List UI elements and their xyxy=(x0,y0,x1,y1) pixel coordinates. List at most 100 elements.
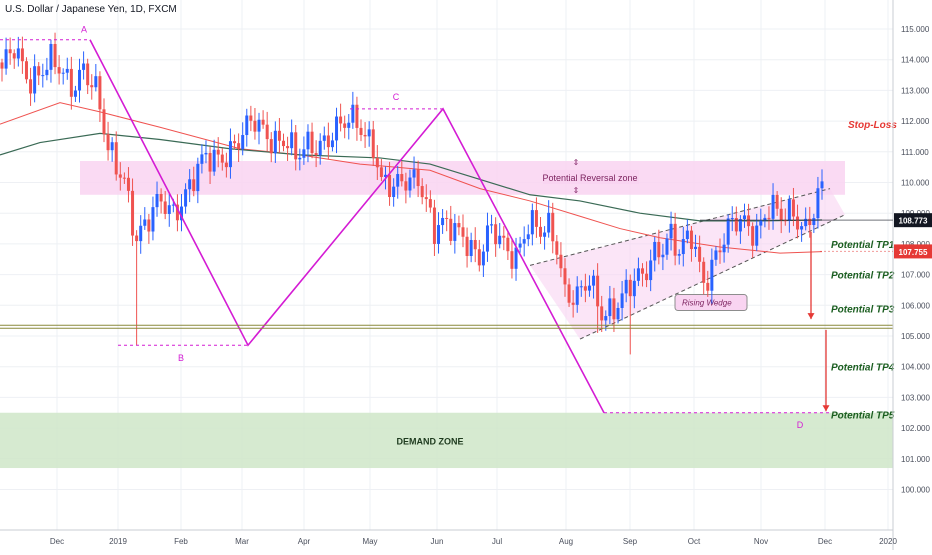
price-badge-label: 107.755 xyxy=(899,248,928,257)
candle xyxy=(351,104,355,123)
candle xyxy=(661,254,665,258)
candle xyxy=(469,240,473,256)
candle xyxy=(579,286,583,288)
candle xyxy=(57,67,61,74)
candle xyxy=(49,43,53,70)
candle xyxy=(530,210,534,235)
candle xyxy=(763,217,767,221)
candle xyxy=(653,241,657,261)
candle xyxy=(408,177,412,191)
x-tick-label: Feb xyxy=(174,537,188,546)
candle xyxy=(698,246,702,262)
candle xyxy=(400,174,404,182)
candle xyxy=(392,186,396,198)
candle xyxy=(543,232,547,237)
candle xyxy=(290,132,294,149)
candle xyxy=(783,220,787,222)
candle xyxy=(804,218,808,227)
candle xyxy=(396,174,400,187)
candle xyxy=(8,49,12,54)
candle xyxy=(747,215,751,227)
candle xyxy=(722,244,726,253)
candle xyxy=(592,275,596,286)
y-tick-label: 101.000 xyxy=(901,455,930,464)
candle xyxy=(355,104,359,128)
y-tick-label: 110.000 xyxy=(901,179,930,188)
candle xyxy=(555,241,559,255)
candle xyxy=(16,48,20,59)
candle xyxy=(33,66,37,94)
y-tick-label: 113.000 xyxy=(901,86,930,95)
candle xyxy=(359,127,363,135)
candle xyxy=(706,282,710,291)
candle xyxy=(367,129,371,137)
candle xyxy=(78,69,82,91)
candle xyxy=(420,186,424,198)
candle xyxy=(196,163,200,192)
demand-zone-label: DEMAND ZONE xyxy=(397,436,464,446)
x-tick-label: May xyxy=(362,537,377,546)
candle xyxy=(514,247,518,269)
candle xyxy=(604,316,608,321)
annotations: Stop-Loss Potential TP1 Potential TP2 Poten… xyxy=(831,120,897,421)
demand-zone xyxy=(0,412,893,469)
candle xyxy=(432,207,436,244)
candle xyxy=(12,53,16,59)
candle xyxy=(383,174,387,177)
point-label-d: D xyxy=(797,420,804,430)
candle xyxy=(759,220,763,226)
candle xyxy=(583,286,587,291)
candle xyxy=(539,226,543,237)
candle xyxy=(559,254,563,269)
x-tick-label: 2019 xyxy=(109,537,127,546)
symbol-title: U.S. Dollar / Japanese Yen, 1D, FXCM xyxy=(5,4,177,15)
candle xyxy=(245,115,249,136)
zone-arrow-down-icon: ⇕ xyxy=(573,186,580,195)
candle xyxy=(710,259,714,291)
candle xyxy=(45,69,49,76)
candle xyxy=(318,140,322,156)
candle xyxy=(61,72,65,74)
point-label-b: B xyxy=(178,353,184,363)
candle xyxy=(90,85,94,88)
x-tick-label: Sep xyxy=(623,537,638,546)
candle xyxy=(53,43,57,68)
candle xyxy=(86,63,90,86)
candle xyxy=(677,254,681,256)
x-tick-label: Jun xyxy=(431,537,444,546)
candle xyxy=(379,167,383,177)
candle xyxy=(286,146,290,149)
candle xyxy=(567,284,571,303)
candle xyxy=(114,142,118,175)
candle xyxy=(257,119,261,132)
candle xyxy=(294,132,298,160)
candle xyxy=(269,139,273,154)
x-tick-label: Mar xyxy=(235,537,249,546)
candle xyxy=(24,61,28,80)
candle xyxy=(490,224,494,226)
candle xyxy=(253,120,257,132)
candle xyxy=(502,235,506,238)
annotation-potential-tp4: Potential TP4 xyxy=(831,363,895,374)
y-tick-label: 108.000 xyxy=(901,240,930,249)
y-tick-label: 115.000 xyxy=(901,25,930,34)
candle xyxy=(98,76,102,110)
candle xyxy=(445,217,449,219)
candle xyxy=(689,230,693,250)
candles[interactable] xyxy=(0,32,824,355)
candle xyxy=(204,152,208,155)
candle xyxy=(180,206,184,221)
annotation-potential-tp1: Potential TP1 xyxy=(831,240,895,251)
y-tick-label: 111.000 xyxy=(901,148,929,157)
candle xyxy=(771,194,775,219)
candle xyxy=(571,302,575,305)
candle xyxy=(812,218,816,226)
candle xyxy=(375,157,379,168)
candle xyxy=(163,201,167,214)
candle xyxy=(457,223,461,228)
candle xyxy=(143,219,147,226)
y-tick-label: 106.000 xyxy=(901,301,930,310)
